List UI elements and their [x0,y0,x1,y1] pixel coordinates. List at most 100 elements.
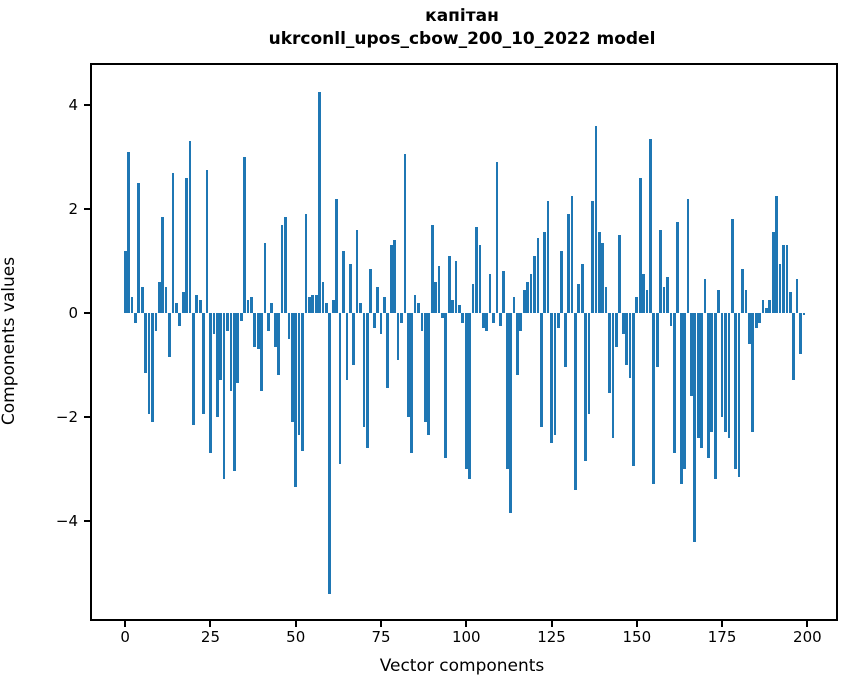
bar-component-129 [563,312,567,368]
bar-component-118 [526,281,530,313]
bar-component-82 [403,154,407,313]
x-tick-label: 75 [371,628,391,646]
bar-component-70 [362,312,366,428]
bar-component-0 [123,250,127,313]
y-tick-label: −2 [55,407,78,426]
bar-component-11 [161,216,165,313]
bar-component-136 [587,312,591,415]
bar-component-194 [785,245,789,313]
bar-component-66 [348,263,352,313]
bar-component-153 [645,289,649,313]
bar-component-101 [468,312,472,480]
x-tick-mark [294,621,297,627]
bar-component-189 [768,299,772,313]
bar-component-47 [284,216,287,313]
bar-component-75 [379,312,383,334]
bar-component-61 [331,299,335,313]
bar-component-152 [642,273,645,313]
x-tick-mark [550,621,553,627]
bar-component-146 [621,312,625,334]
bar-component-163 [679,312,683,485]
bar-component-156 [655,312,659,368]
bar-component-40 [260,312,263,391]
bar-component-103 [475,227,478,313]
bar-component-140 [601,242,605,313]
bar-component-86 [417,302,420,313]
bar-component-112 [505,312,509,469]
bar-component-190 [771,232,775,313]
bar-component-45 [277,312,281,376]
bar-component-29 [222,312,226,480]
bar-component-55 [311,294,315,313]
bar-component-5 [140,286,144,313]
bar-component-41 [263,242,267,313]
bar-component-53 [304,214,308,313]
bar-component-166 [690,312,693,397]
bar-component-35 [243,156,246,313]
bar-component-38 [253,312,257,347]
bar-component-18 [185,177,188,313]
bar-component-37 [250,297,253,313]
bar-component-72 [369,268,373,313]
bar-component-120 [533,255,536,313]
bar-component-56 [314,294,318,313]
bar-component-65 [345,312,349,381]
bar-component-87 [420,312,424,332]
bar-component-84 [410,312,414,454]
bar-component-186 [758,312,761,324]
bar-component-19 [188,141,192,313]
bar-component-97 [454,260,458,313]
bar-component-46 [280,224,284,313]
bar-component-108 [492,312,495,324]
bar-component-162 [676,221,680,313]
bar-component-132 [574,312,577,490]
bar-component-111 [502,271,506,313]
plot-area [90,63,838,621]
bar-component-184 [751,312,755,433]
bar-component-17 [181,292,185,313]
bar-component-48 [287,312,291,339]
bar-component-34 [239,312,243,321]
bar-component-147 [625,312,628,365]
bar-component-74 [376,286,379,313]
bar-component-151 [638,177,642,313]
bar-component-174 [717,289,721,313]
bar-component-92 [437,266,441,313]
bar-component-178 [730,219,734,313]
bar-component-83 [406,312,410,417]
x-tick-mark [209,621,212,627]
bar-component-7 [147,312,151,415]
x-tick-mark [124,621,127,627]
chart-subtitle: ukrconll_upos_cbow_200_10_2022 model [268,29,656,49]
bar-component-69 [359,302,362,313]
bar-component-79 [393,240,396,313]
bar-component-131 [570,195,574,313]
bar-component-95 [447,255,451,313]
bar-component-3 [134,312,137,324]
bar-component-25 [209,312,212,454]
bar-component-159 [666,276,669,313]
bar-component-154 [649,138,652,313]
bar-component-192 [778,263,782,313]
bar-component-169 [700,312,703,448]
bar-component-155 [652,312,656,485]
bar-component-94 [444,312,448,459]
bar-component-113 [509,312,512,513]
bar-component-185 [754,312,758,329]
bar-component-81 [400,312,403,324]
bar-component-2 [130,297,134,313]
bar-component-71 [365,312,369,448]
bar-component-102 [471,284,475,313]
bar-component-15 [174,302,178,313]
bar-component-195 [788,292,792,313]
bar-component-10 [157,281,161,313]
bar-component-90 [430,224,434,313]
bar-component-128 [560,250,564,313]
bar-component-60 [328,312,332,594]
bar-component-158 [662,286,666,313]
x-tick-mark [635,621,638,627]
bar-component-14 [171,172,175,313]
bar-component-161 [672,312,676,454]
bar-component-133 [577,284,581,313]
y-tick-mark [84,519,90,522]
